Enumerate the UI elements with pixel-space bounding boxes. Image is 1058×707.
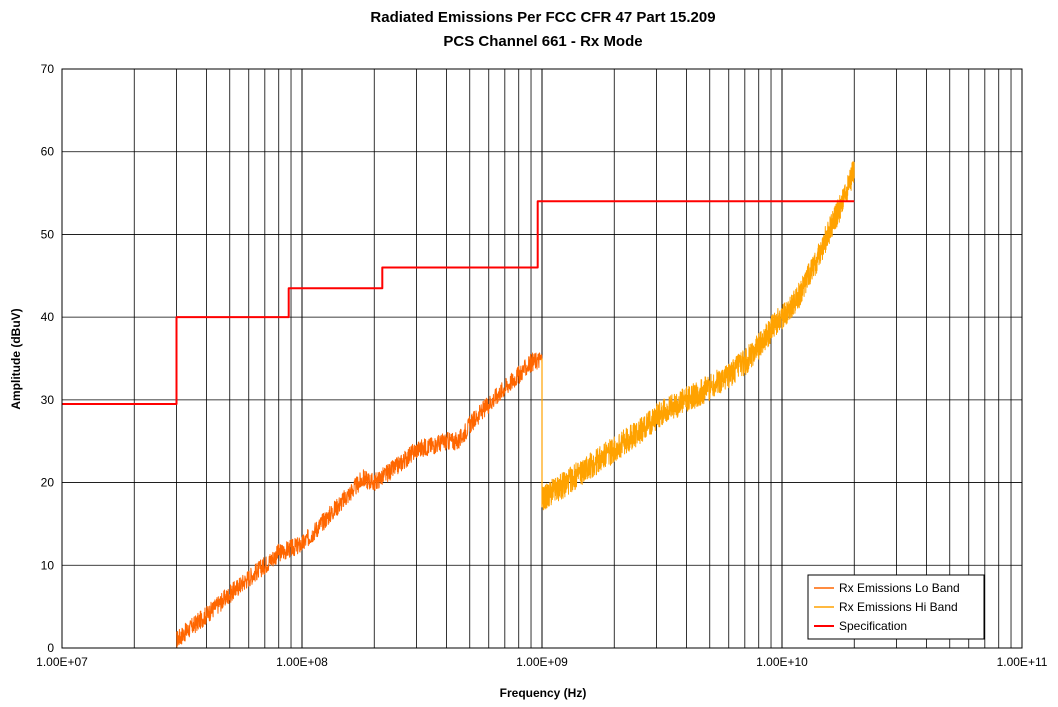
y-tick-label: 50 — [41, 227, 55, 241]
x-tick-label: 1.00E+10 — [756, 655, 808, 669]
x-axis-title: Frequency (Hz) — [500, 686, 587, 700]
legend-box — [807, 574, 985, 640]
series-line-lo-band — [176, 352, 543, 648]
y-tick-label: 10 — [41, 558, 55, 572]
x-tick-label: 1.00E+09 — [516, 655, 568, 669]
plot-area — [61, 68, 1023, 649]
chart-title: Radiated Emissions Per FCC CFR 47 Part 1… — [370, 9, 715, 26]
axis-ticks: 1.00E+07 1.00E+08 1.00E+09 1.00E+10 1.00E+11… — [36, 62, 1048, 669]
x-tick-label: 1.00E+07 — [36, 655, 88, 669]
chart-subtitle: PCS Channel 661 - Rx Mode — [443, 33, 642, 50]
series-layer — [62, 161, 855, 648]
y-tick-label: 70 — [41, 62, 55, 76]
y-tick-label: 40 — [41, 310, 55, 324]
x-tick-label: 1.00E+08 — [276, 655, 328, 669]
legend: Rx Emissions Lo Band Rx Emissions Hi Band… — [807, 574, 985, 640]
y-axis-title: Amplitude (dBuV) — [9, 308, 23, 409]
legend-label: Rx Emissions Lo Band — [839, 581, 960, 595]
x-tick-label: 1.00E+11 — [997, 655, 1048, 669]
y-tick-label: 0 — [47, 641, 54, 655]
y-tick-label: 20 — [41, 476, 55, 490]
legend-label: Rx Emissions Hi Band — [839, 600, 958, 614]
y-tick-label: 60 — [41, 145, 55, 159]
series-line-specification — [62, 200, 855, 405]
series-line-hi-band — [541, 161, 855, 511]
y-tick-label: 30 — [41, 393, 55, 407]
legend-label: Specification — [839, 619, 907, 633]
